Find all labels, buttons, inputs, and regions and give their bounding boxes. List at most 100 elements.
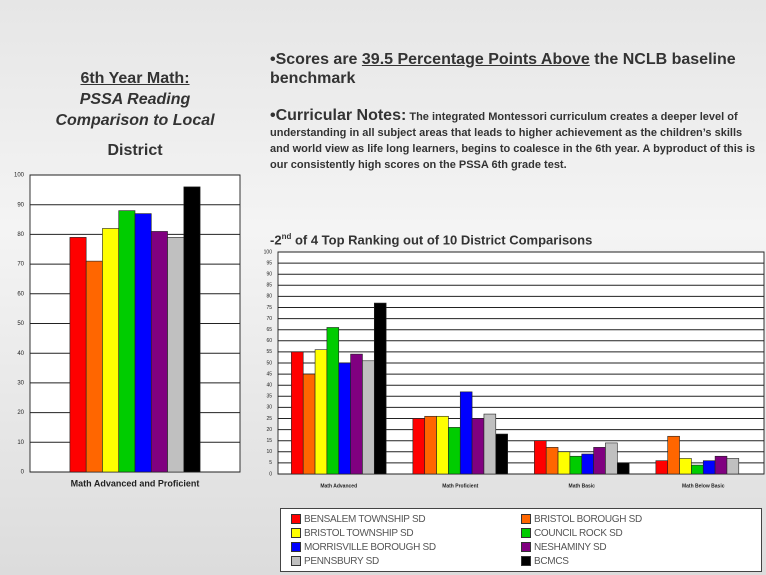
y-tick-label: 90 (266, 272, 272, 278)
legend-swatch (291, 556, 301, 566)
y-tick-label: 50 (17, 321, 24, 327)
y-tick-label: 10 (17, 440, 24, 446)
x-tick-label: Math Below Basic (682, 483, 725, 489)
y-tick-label: 80 (17, 232, 24, 238)
bar (302, 373, 316, 475)
bar (593, 447, 606, 475)
y-tick-label: 40 (266, 383, 272, 389)
y-tick-label: 0 (21, 470, 25, 476)
y-tick-label: 80 (266, 294, 272, 300)
title-line: 6th Year Math: (80, 70, 190, 87)
bar (412, 418, 426, 475)
text: •Scores are (270, 51, 362, 68)
y-tick-label: 95 (266, 260, 272, 266)
y-tick-label: 10 (266, 449, 272, 455)
y-tick-label: 75 (266, 305, 272, 311)
bar (483, 413, 497, 475)
legend-swatch (521, 528, 531, 538)
bar (726, 458, 740, 475)
bar (326, 327, 340, 475)
y-tick-label: 100 (14, 173, 25, 179)
left-title: 6th Year Math: PSSA Reading Comparison t… (30, 68, 240, 161)
title-line: PSSA Reading (79, 91, 191, 108)
bar (448, 427, 461, 475)
legend: BENSALEM TOWNSHIP SD BRISTOL BOROUGH SD BR… (280, 508, 762, 572)
bar (362, 360, 375, 475)
text: the NCLB baseline benchmark (270, 51, 736, 87)
y-tick-label: 100 (264, 249, 273, 255)
y-tick-label: 20 (266, 427, 272, 433)
bar (714, 455, 728, 475)
x-tick-label: Math Basic (569, 483, 596, 489)
bar (373, 302, 387, 475)
y-tick-label: 60 (17, 291, 24, 297)
title-line: District (107, 142, 163, 159)
bar (291, 351, 304, 475)
bar (338, 362, 351, 475)
y-tick-label: 45 (266, 371, 272, 377)
y-tick-label: 85 (266, 283, 272, 289)
bar (102, 228, 120, 473)
legend-label: BRISTOL BOROUGH SD (534, 513, 642, 525)
bar (655, 460, 669, 475)
legend-swatch (291, 542, 301, 552)
bar (183, 186, 201, 473)
bar (459, 391, 473, 475)
y-tick-label: 30 (17, 380, 24, 386)
legend-item: MORRISVILLE BOROUGH SD (291, 540, 521, 554)
bar (534, 440, 547, 475)
bar (691, 464, 704, 475)
bar (667, 435, 680, 475)
bar (581, 453, 594, 475)
bar (424, 415, 437, 475)
legend-item: PENNSBURY SD (291, 554, 521, 568)
bar (69, 237, 87, 473)
legend-label: BRISTOL TOWNSHIP SD (304, 527, 414, 539)
legend-label: BENSALEM TOWNSHIP SD (304, 513, 426, 525)
legend-swatch (291, 514, 301, 524)
legend-label: MORRISVILLE BOROUGH SD (304, 541, 436, 553)
y-tick-label: 50 (266, 360, 272, 366)
bar (350, 353, 363, 475)
legend-item: BENSALEM TOWNSHIP SD (291, 512, 521, 526)
text: nd (281, 232, 292, 241)
legend-item: BCMCS (521, 554, 751, 568)
text: 39.5 Percentage Points Above (361, 51, 590, 68)
y-tick-label: 70 (17, 262, 24, 268)
y-tick-label: 15 (266, 438, 272, 444)
bar (85, 260, 103, 473)
title-line: Comparison to Local (55, 112, 215, 129)
legend-swatch (521, 556, 531, 566)
y-tick-label: 70 (266, 316, 272, 322)
legend-label: COUNCIL ROCK SD (534, 527, 623, 539)
y-tick-label: 20 (17, 410, 24, 416)
y-tick-label: 40 (17, 351, 24, 357)
bar (545, 447, 559, 475)
legend-item: BRISTOL BOROUGH SD (521, 512, 751, 526)
bar (557, 451, 571, 475)
heading: •Curricular Notes: (270, 107, 407, 124)
legend-swatch (521, 514, 531, 524)
legend-swatch (521, 542, 531, 552)
y-tick-label: 30 (266, 405, 272, 411)
bar (471, 418, 485, 475)
x-tick-label: Math Advanced (320, 483, 357, 489)
y-tick-label: 55 (266, 349, 272, 355)
scores-note: •Scores are 39.5 Percentage Points Above… (270, 50, 760, 88)
legend-item: BRISTOL TOWNSHIP SD (291, 526, 521, 540)
bar (616, 462, 630, 475)
y-tick-label: 65 (266, 327, 272, 333)
legend-label: PENNSBURY SD (304, 555, 379, 567)
legend-label: BCMCS (534, 555, 569, 567)
y-tick-label: 35 (266, 394, 272, 400)
ranking-note: -2nd of 4 Top Ranking out of 10 District… (270, 232, 760, 247)
bar (118, 210, 136, 473)
y-tick-label: 25 (266, 416, 272, 422)
bar (134, 213, 152, 473)
x-tick-label: Math Advanced and Proficient (71, 478, 200, 488)
bar (605, 442, 618, 475)
x-tick-label: Math Proficient (442, 483, 478, 489)
bar (702, 460, 716, 475)
bar (679, 458, 692, 475)
